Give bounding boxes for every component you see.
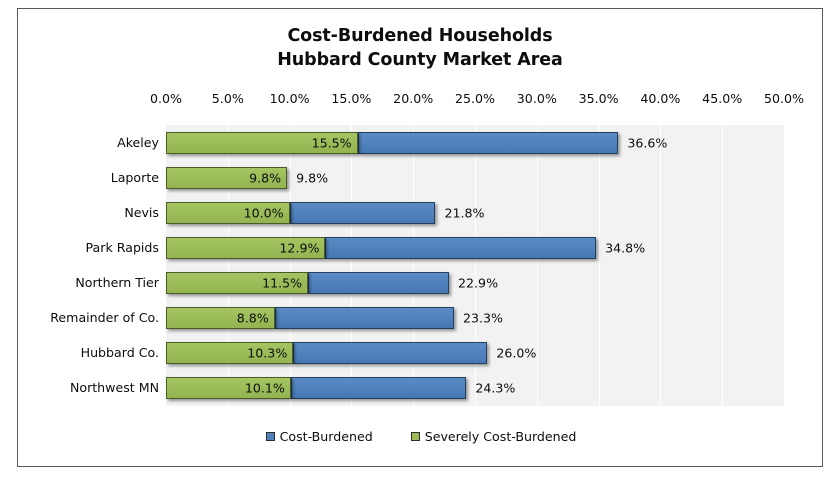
bar-row[interactable]: 10.3% 26.0% xyxy=(166,342,826,365)
x-axis-tick-4: 20.0% xyxy=(393,91,434,106)
bar-segment-cost-burdened[interactable] xyxy=(289,201,436,224)
legend-item-1[interactable]: Severely Cost-Burdened xyxy=(410,429,577,444)
bar-segment-severely-cost-burdened[interactable]: 12.9% xyxy=(166,236,326,259)
category-label-7: Northwest MN xyxy=(69,380,159,396)
bar-total-label: 23.3% xyxy=(462,310,503,326)
bar-total-label: 22.9% xyxy=(458,275,499,291)
bar-total-label: 24.3% xyxy=(475,380,516,396)
x-axis-tick-1: 5.0% xyxy=(211,91,244,106)
bar-segment-severely-cost-burdened[interactable]: 10.1% xyxy=(166,377,291,400)
x-axis-tick-2: 10.0% xyxy=(269,91,310,106)
legend-label: Cost-Burdened xyxy=(279,429,373,444)
bar-value-label-severely-cost-burdened: 9.8% xyxy=(249,170,282,186)
x-axis-tick-10: 50.0% xyxy=(763,91,805,106)
bar-row[interactable]: 15.5% 36.6% xyxy=(166,131,826,154)
x-axis-tick-6: 30.0% xyxy=(516,91,557,106)
bar-segment-severely-cost-burdened[interactable]: 11.5% xyxy=(166,272,309,295)
bar-segment-severely-cost-burdened[interactable]: 15.5% xyxy=(166,131,358,154)
bar-value-label-severely-cost-burdened: 11.5% xyxy=(262,275,303,291)
bar-row[interactable]: 11.5% 22.9% xyxy=(166,272,826,295)
bar-total-label: 36.6% xyxy=(627,135,668,151)
x-axis-tick-3: 15.0% xyxy=(331,91,372,106)
x-axis-tick-5: 25.0% xyxy=(454,91,496,106)
bar-row[interactable]: 12.9% 34.8% xyxy=(166,236,826,259)
category-label-0: Akeley xyxy=(117,134,159,150)
bar-segment-severely-cost-burdened[interactable]: 9.8% xyxy=(166,166,288,189)
chart-container: Cost-Burdened Households Hubbard County … xyxy=(17,8,823,467)
x-axis-tick-labels: 0.0% 5.0% 10.0% 15.0% 20.0% 25.0% 30.0% 35.0% 40… xyxy=(18,91,824,109)
chart-title-subtitle: Hubbard County Market Area xyxy=(277,49,563,70)
bar-value-label-severely-cost-burdened: 10.1% xyxy=(244,380,285,396)
bar-value-label-severely-cost-burdened: 15.5% xyxy=(311,135,352,151)
bar-value-label-severely-cost-burdened: 10.3% xyxy=(247,345,288,361)
category-label-2: Nevis xyxy=(124,204,159,220)
bar-segment-cost-burdened[interactable] xyxy=(274,307,454,330)
bar-segment-cost-burdened[interactable] xyxy=(357,131,619,154)
bar-value-label-severely-cost-burdened: 8.8% xyxy=(236,310,269,326)
bar-total-label: 34.8% xyxy=(605,240,646,256)
bar-total-label: 9.8% xyxy=(296,170,329,186)
legend-swatch-icon xyxy=(410,432,420,441)
gridline-10 xyxy=(784,125,785,406)
category-label-1: Laporte xyxy=(110,169,159,185)
bar-segment-severely-cost-burdened[interactable]: 10.3% xyxy=(166,342,294,365)
bar-segment-cost-burdened[interactable] xyxy=(308,272,450,295)
legend-swatch-icon xyxy=(265,432,275,441)
bar-total-label: 21.8% xyxy=(444,205,485,221)
gridline-7 xyxy=(598,125,600,406)
bar-value-label-severely-cost-burdened: 12.9% xyxy=(279,240,320,256)
chart-title-main: Cost-Burdened Households xyxy=(287,26,553,46)
gridline-2 xyxy=(289,125,291,406)
gridline-4 xyxy=(413,125,415,406)
gridline-9 xyxy=(722,125,724,406)
bar-row[interactable]: 8.8% 23.3% xyxy=(166,307,826,330)
bar-segment-cost-burdened[interactable] xyxy=(325,236,597,259)
y-axis-category-labels: Akeley Laporte Nevis Park Rapids Northern Ti… xyxy=(18,125,159,406)
bar-value-label-severely-cost-burdened: 10.0% xyxy=(243,205,284,221)
x-axis-tick-0: 0.0% xyxy=(150,91,182,106)
chart-title: Cost-Burdened Households Hubbard County … xyxy=(18,25,822,72)
legend-item-0[interactable]: Cost-Burdened xyxy=(265,429,373,444)
gridline-6 xyxy=(536,125,538,406)
gridline-3 xyxy=(351,125,353,406)
category-label-6: Hubbard Co. xyxy=(80,345,159,361)
legend-label: Severely Cost-Burdened xyxy=(424,429,577,444)
bar-segment-severely-cost-burdened[interactable]: 8.8% xyxy=(166,307,275,330)
chart-legend: Cost-Burdened Severely Cost-Burdened xyxy=(18,429,824,444)
gridline-5 xyxy=(475,125,476,406)
bar-segment-severely-cost-burdened[interactable]: 10.0% xyxy=(166,201,290,224)
bar-segment-cost-burdened[interactable] xyxy=(293,342,488,365)
x-axis-tick-8: 40.0% xyxy=(640,91,681,106)
bar-total-label: 26.0% xyxy=(496,345,537,361)
bar-segment-cost-burdened[interactable] xyxy=(290,377,467,400)
bars-layer: 15.5% 36.6% 9.8% 9.8% 10.0% 21.8% 12.9% 34.8% 11… xyxy=(166,125,826,406)
bar-row[interactable]: 10.0% 21.8% xyxy=(166,201,826,224)
category-label-4: Northern Tier xyxy=(75,275,159,291)
bar-row[interactable]: 9.8% 9.8% xyxy=(166,166,826,189)
bar-row[interactable]: 10.1% 24.3% xyxy=(166,377,826,400)
gridline-1 xyxy=(227,125,229,406)
x-axis-tick-7: 35.0% xyxy=(578,91,619,106)
gridline-8 xyxy=(660,125,662,406)
x-axis-tick-9: 45.0% xyxy=(702,91,743,106)
category-label-5: Remainder of Co. xyxy=(50,310,159,326)
category-label-3: Park Rapids xyxy=(85,239,159,255)
